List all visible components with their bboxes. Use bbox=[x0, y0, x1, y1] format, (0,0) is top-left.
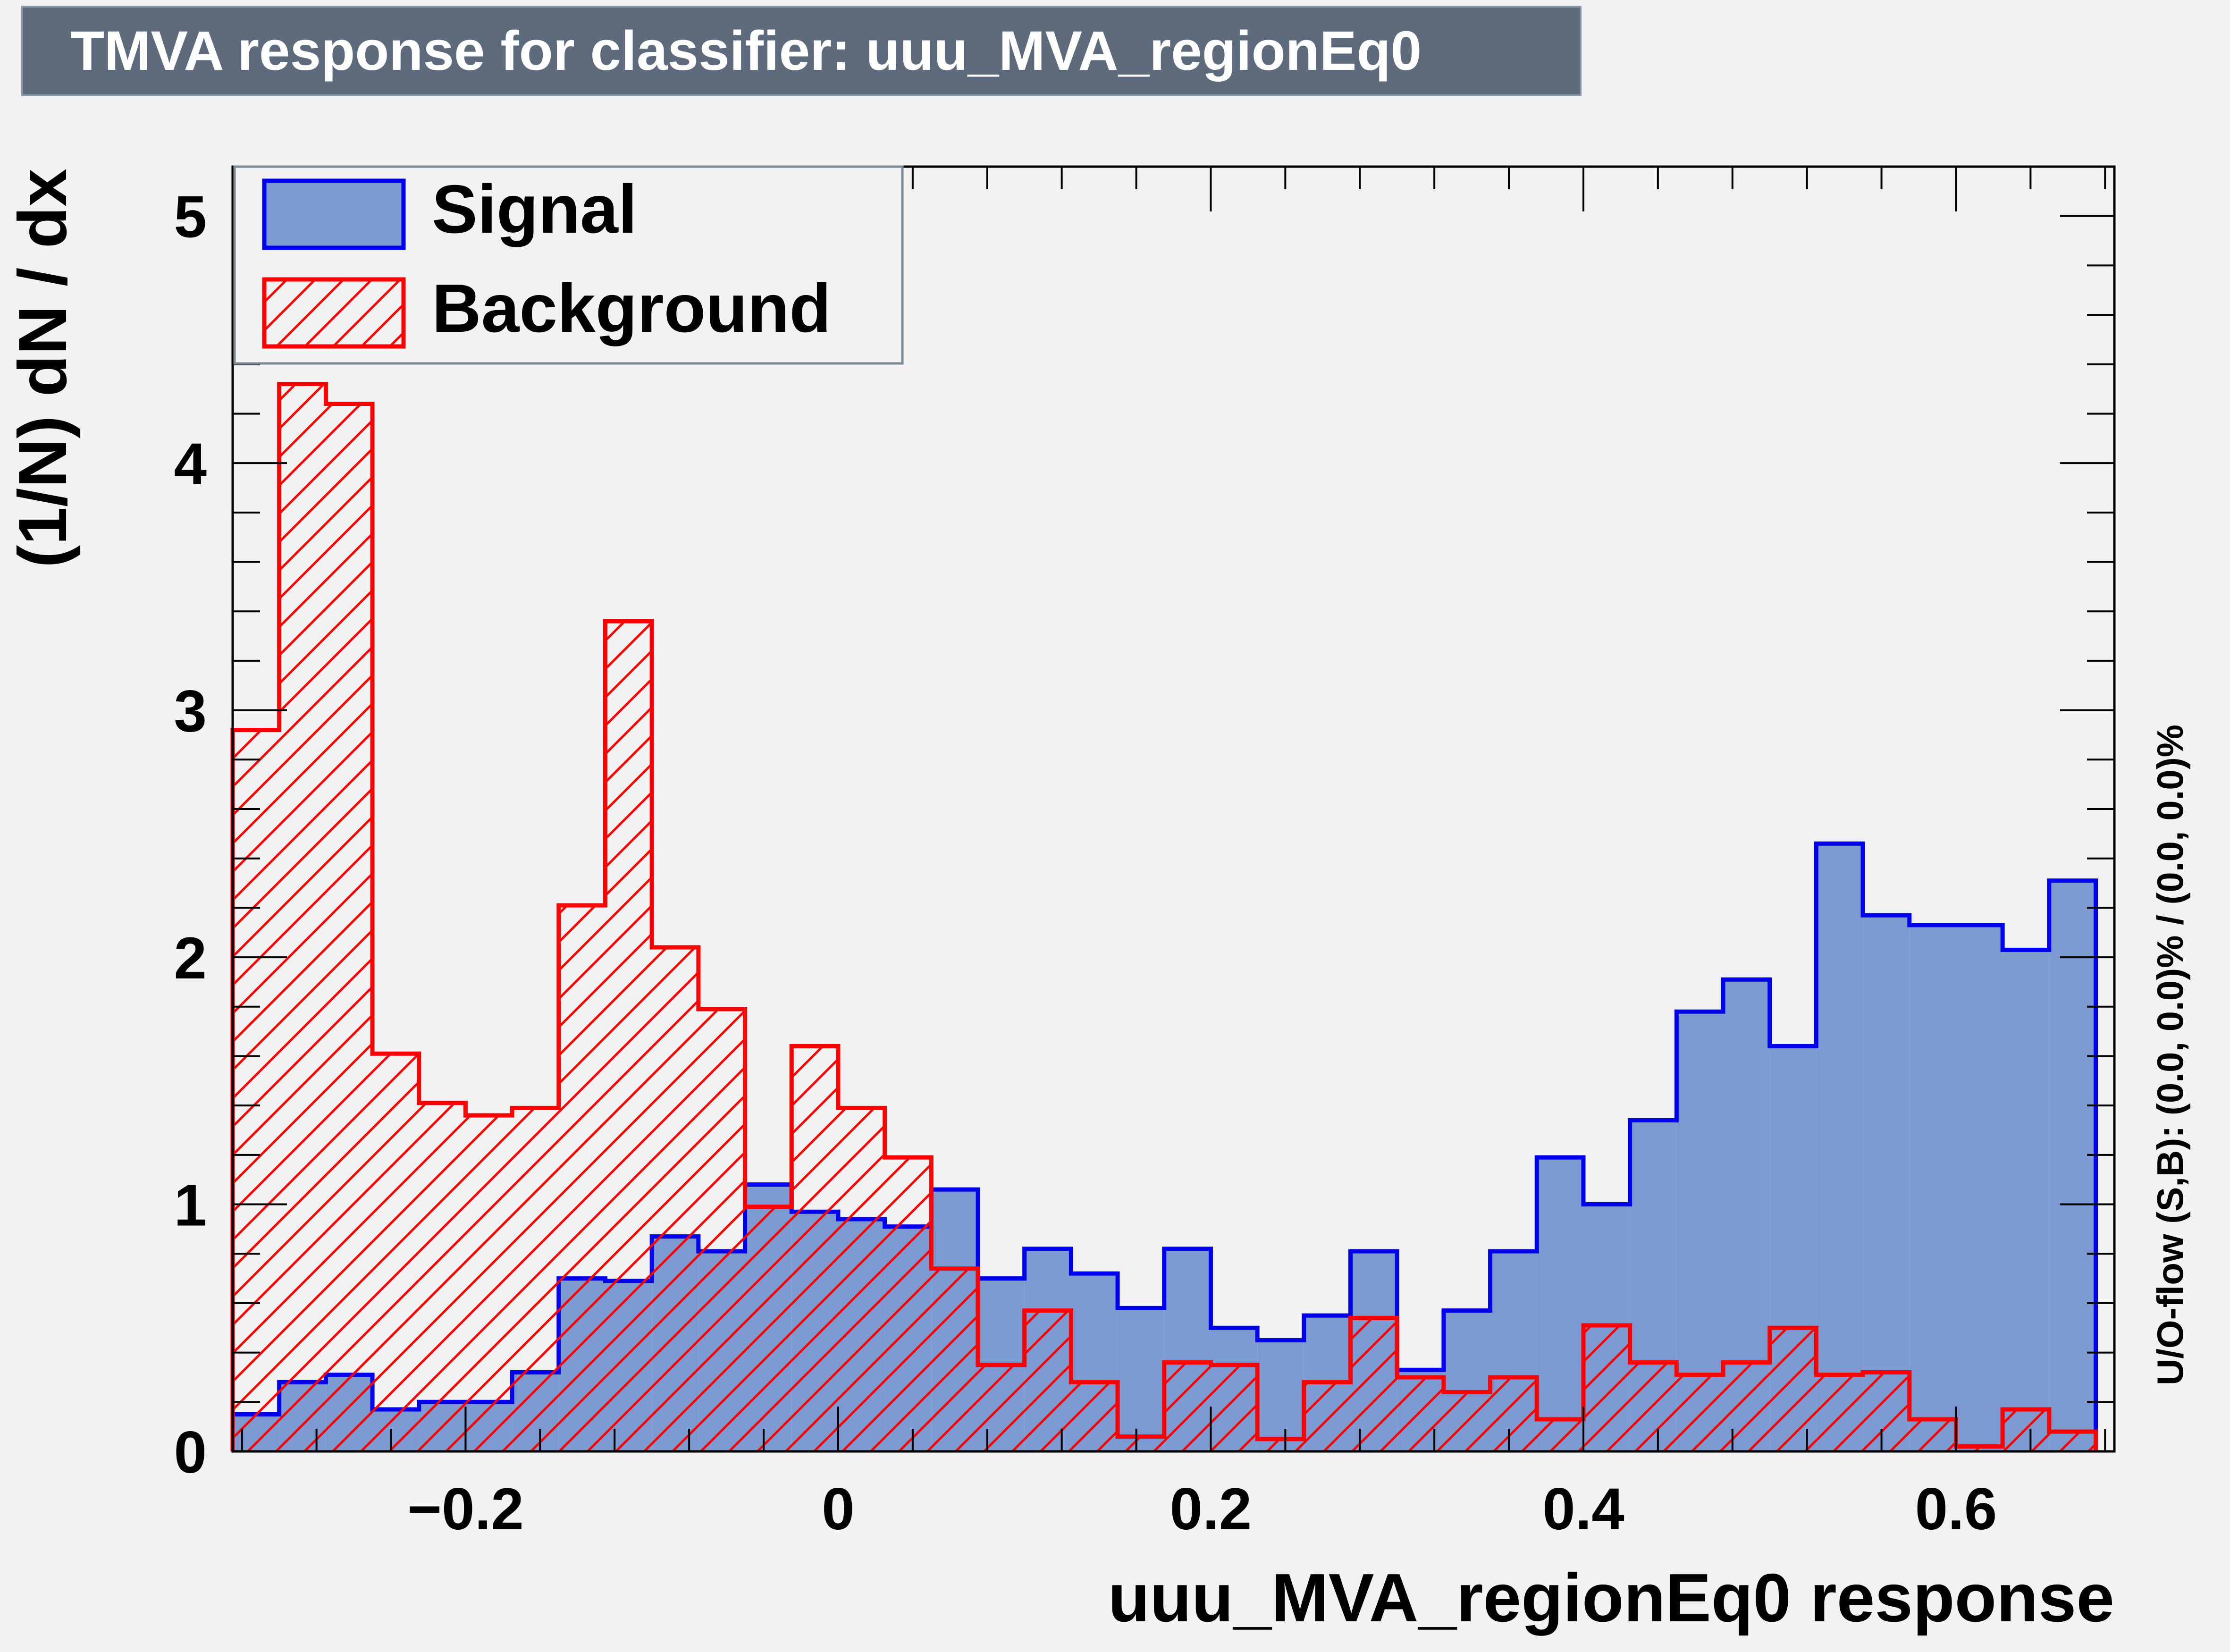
overflow-label: U/O-flow (S,B): (0.0, 0.0)% / (0.0, 0.0)… bbox=[2149, 725, 2191, 1385]
background-outline bbox=[230, 382, 2098, 1451]
signal-bin bbox=[1863, 915, 1910, 1451]
signal-bin bbox=[1816, 843, 1863, 1451]
axis-tick-labels: −0.2 0 0.2 0.4 0.6 0 1 2 3 4 5 bbox=[174, 185, 1997, 1542]
background-bin bbox=[1863, 1372, 1910, 1451]
background-bin bbox=[1630, 1362, 1677, 1451]
background-bin bbox=[465, 1115, 513, 1451]
background-bin bbox=[512, 1108, 559, 1451]
legend-signal-label: Signal bbox=[432, 171, 637, 247]
background-bin bbox=[1024, 1310, 1071, 1451]
background-bin bbox=[1537, 1419, 1583, 1451]
background-bin bbox=[1583, 1325, 1630, 1451]
signal-bin bbox=[1956, 925, 2003, 1451]
y-tick-label: 1 bbox=[174, 1173, 207, 1239]
y-tick-label: 4 bbox=[174, 431, 207, 497]
background-bin bbox=[1816, 1374, 1863, 1451]
x-tick-label: −0.2 bbox=[407, 1476, 524, 1542]
background-bin bbox=[605, 621, 652, 1451]
background-bin bbox=[1490, 1377, 1537, 1451]
signal-bin bbox=[1257, 1340, 1304, 1451]
background-bin bbox=[1909, 1419, 1956, 1451]
background-bin bbox=[1443, 1392, 1490, 1451]
x-tick-label: 0 bbox=[822, 1476, 855, 1542]
background-bin bbox=[1956, 1446, 2003, 1451]
background-bin bbox=[838, 1108, 885, 1451]
background-bin bbox=[1723, 1362, 1770, 1451]
signal-bin bbox=[1537, 1157, 1583, 1451]
background-bin bbox=[1350, 1318, 1397, 1451]
background-bin bbox=[698, 1009, 745, 1451]
y-tick-label: 3 bbox=[174, 679, 207, 744]
background-bin bbox=[233, 730, 279, 1451]
y-tick-label: 0 bbox=[174, 1420, 207, 1485]
background-bin bbox=[1769, 1328, 1817, 1451]
background-bin bbox=[372, 1054, 419, 1451]
x-tick-label: 0.2 bbox=[1170, 1476, 1252, 1542]
background-bin bbox=[652, 947, 698, 1451]
legend-signal-swatch bbox=[262, 178, 406, 250]
background-series bbox=[230, 382, 2098, 1452]
background-bin bbox=[2003, 1409, 2049, 1451]
background-bin bbox=[279, 384, 326, 1451]
legend-background-label: Background bbox=[432, 270, 831, 346]
background-bin bbox=[326, 404, 373, 1452]
background-bin bbox=[1071, 1382, 1118, 1451]
signal-bin bbox=[2049, 880, 2096, 1451]
background-bin bbox=[1211, 1365, 1258, 1451]
background-bin bbox=[1676, 1374, 1724, 1451]
background-bin bbox=[1118, 1436, 1164, 1451]
y-tick-label: 5 bbox=[174, 185, 207, 250]
x-tick-label: 0.6 bbox=[1915, 1476, 1997, 1542]
signal-bin bbox=[2003, 950, 2049, 1451]
legend-background-swatch bbox=[262, 277, 406, 349]
background-bin bbox=[2049, 1432, 2096, 1451]
background-bin bbox=[1397, 1377, 1444, 1451]
x-tick-label: 0.4 bbox=[1542, 1476, 1624, 1542]
signal-bin bbox=[1118, 1308, 1164, 1451]
background-bin bbox=[791, 1046, 838, 1451]
y-tick-label: 2 bbox=[174, 926, 207, 991]
background-bin bbox=[745, 1206, 792, 1451]
background-bin bbox=[978, 1365, 1025, 1451]
background-bin bbox=[931, 1268, 978, 1451]
background-bin bbox=[419, 1103, 466, 1451]
y-axis-title: (1/N) dN / dx bbox=[4, 169, 81, 568]
background-bin bbox=[1164, 1362, 1211, 1451]
signal-bin bbox=[1909, 925, 1956, 1451]
chart-title: TMVA response for classifier: uuu_MVA_re… bbox=[21, 6, 1582, 96]
x-axis-title: uuu_MVA_regionEq0 response bbox=[1108, 1559, 2114, 1636]
legend: Signal Background bbox=[233, 165, 904, 365]
background-bin bbox=[1304, 1382, 1351, 1451]
background-bin bbox=[558, 905, 606, 1451]
background-bin bbox=[884, 1157, 932, 1451]
